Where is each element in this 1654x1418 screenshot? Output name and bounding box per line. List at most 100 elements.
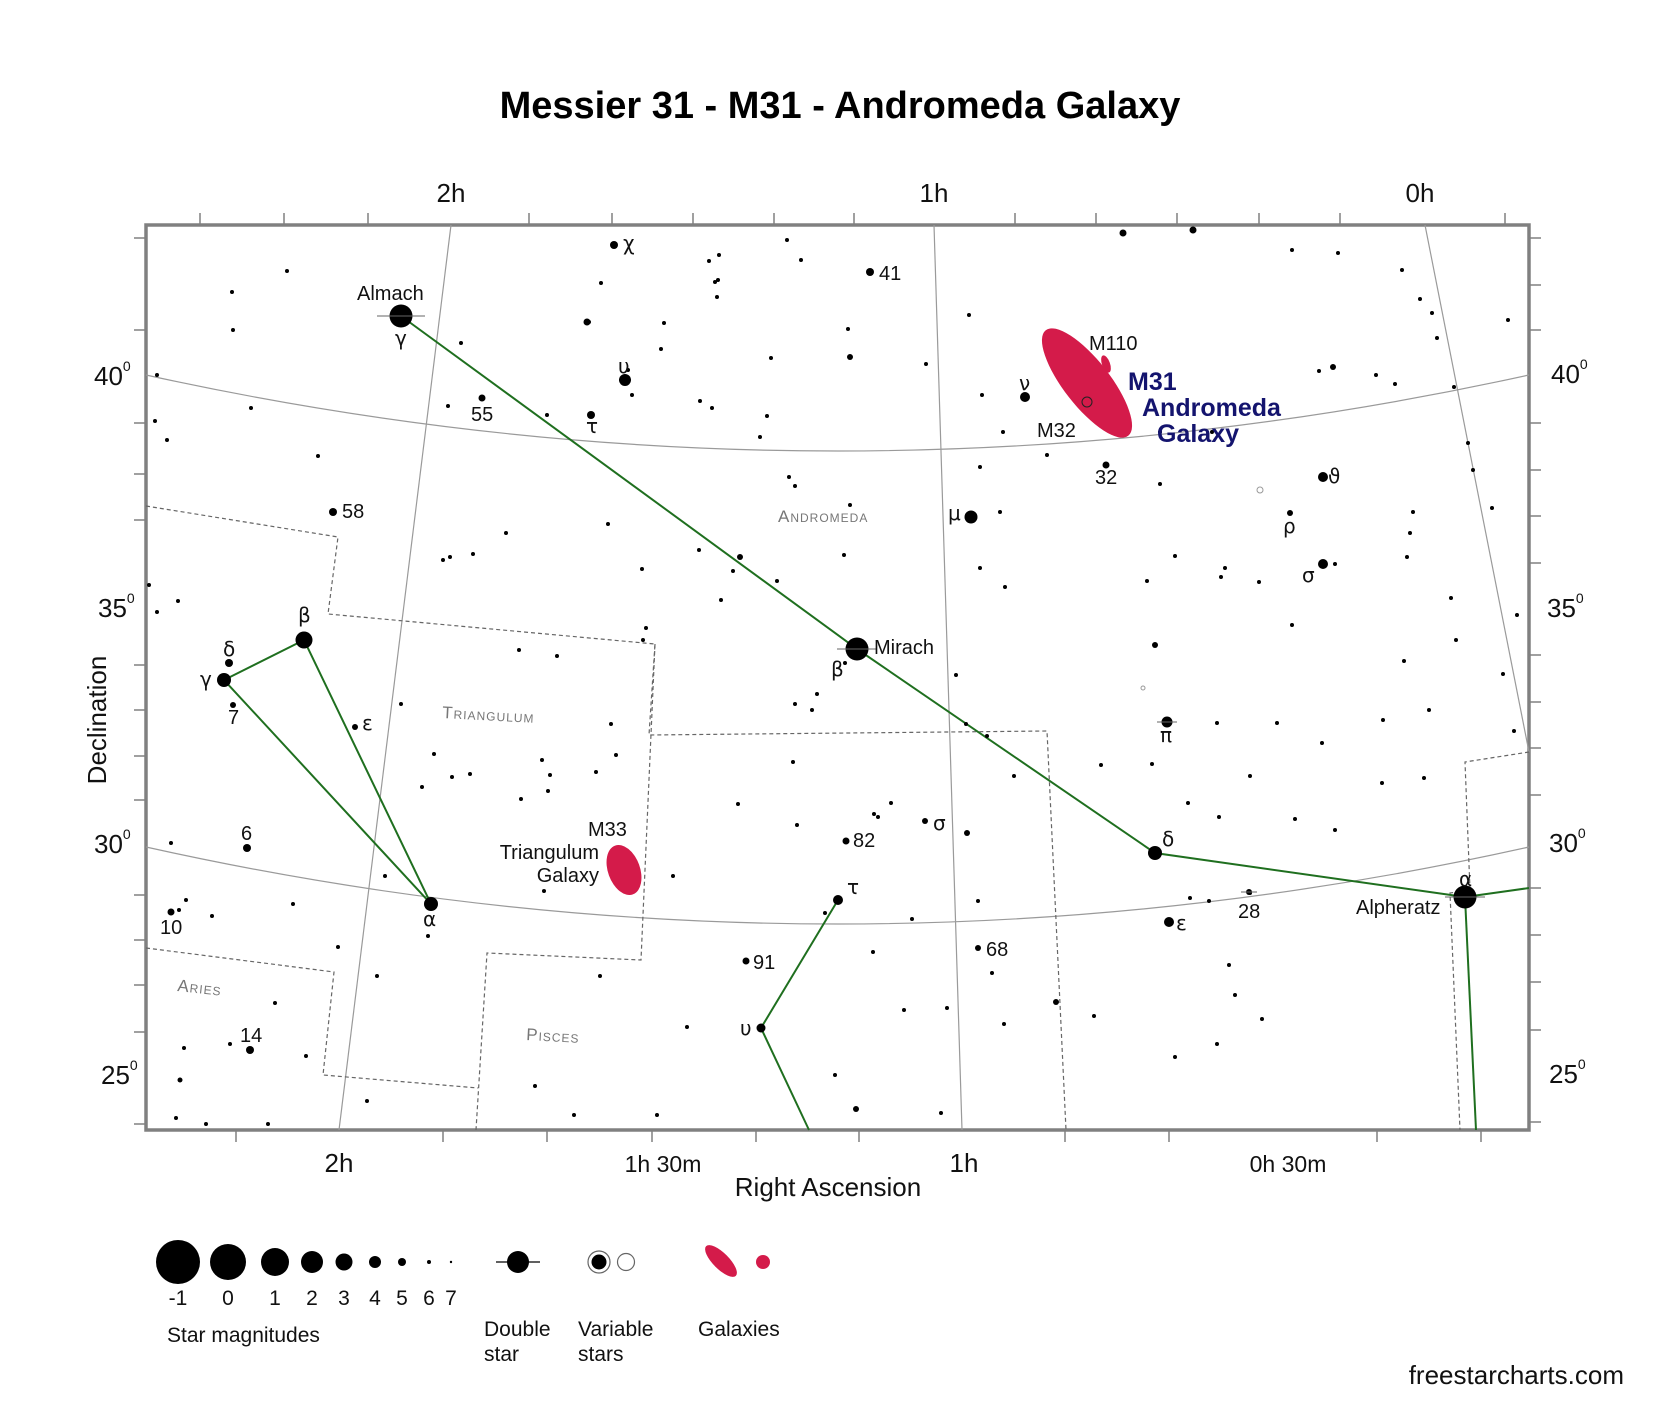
star-dot [964,830,970,836]
star-dot [1506,318,1510,322]
star-dot [1374,373,1378,377]
star-dot [587,320,591,324]
andromeda-stick-figure [400,315,1466,898]
star-dot [1158,430,1162,434]
star-dot [169,841,173,845]
dec-30-line [145,846,1530,925]
star-dot [785,238,789,242]
star-dot [978,566,982,570]
star-dot [1466,441,1470,445]
star-dot [1233,993,1237,997]
star-dot [546,789,550,793]
star-dot [715,295,719,299]
frame-ticks [134,213,1541,1142]
star-dot [594,770,598,774]
star-dot [450,775,454,779]
star-dot [424,897,438,911]
star-dot [655,1113,659,1117]
star-dot [210,914,214,918]
star-dot [1411,510,1415,514]
star-dot [182,1046,186,1050]
dec-left-label-35: 350 [98,590,135,623]
star-dot [542,889,546,893]
star-dot [230,290,234,294]
star-dot [1405,555,1409,559]
star-dot [336,945,340,949]
star-dot [609,722,613,726]
star-dot [954,673,958,677]
star-dot [478,394,486,402]
dec-left-label-25: 250 [101,1057,138,1090]
star-label-41-and: 41 [879,263,901,285]
star-dot [1119,229,1127,237]
star-dot [1427,708,1431,712]
legend-double-star-label-2: star [484,1343,519,1366]
star-dot [1422,776,1426,780]
star-label-alpha-tri: α [423,907,436,931]
m32-label: M32 [1037,420,1076,442]
pisces-andromeda-east-boundary [1449,751,1530,1131]
star-dot [1290,623,1294,627]
star-dot [713,280,717,284]
galaxies [606,328,1133,896]
star-dot [795,823,799,827]
star-dot [1333,828,1337,832]
svg-text:1: 1 [269,1287,281,1310]
star-dot [985,734,989,738]
star-dot [685,1025,689,1029]
star-label-beta-and: β [831,657,844,681]
star-dot [1148,846,1162,860]
legend-double-star-label-1: Double [484,1318,551,1341]
chart-title: Messier 31 - M31 - Andromeda Galaxy [500,85,1181,127]
star-dot [420,785,424,789]
star-dot [459,341,463,345]
pisces-stick-figure [759,899,839,1131]
star-dot [1490,506,1494,510]
star-dot [1515,613,1519,617]
svg-text:5: 5 [396,1287,408,1310]
m33-name-line1: Triangulum [500,842,599,864]
star-dot [1320,741,1324,745]
star-dot [1186,801,1190,805]
star-dot [847,354,853,360]
star-dot [842,553,846,557]
star-label-epsilon-tri: ε [362,711,373,735]
star-dot [742,957,750,965]
star-dot [640,567,644,571]
star-dot [217,673,231,687]
star-dot [731,569,735,573]
star-dot [1215,721,1219,725]
star-dot [610,241,618,249]
star-dot [843,661,847,665]
variable-star-ring [1140,685,1146,691]
star-label-chi-and: χ [623,231,635,255]
star-name-almach: Almach [357,283,424,305]
star-label-rho-and: ρ [1283,514,1296,538]
star-dot [990,971,994,975]
star-dot [1164,917,1174,927]
star-dot [662,321,666,325]
star-dot [853,1106,859,1112]
constellation-name-triangulum: Triangulum [442,703,535,727]
star-dot [964,510,978,524]
star-dot [630,393,634,397]
star-dot [1210,430,1214,434]
constellation-name-aries: Aries [177,976,223,1000]
star-label-theta-and: ϑ [1328,464,1340,488]
star-dot [399,702,403,706]
star-dot [619,374,631,386]
star-dot [1012,774,1016,778]
star-dot [572,1113,576,1117]
legend-magnitude-dots [156,1240,453,1284]
star-dot [1418,297,1422,301]
star-dot [1257,580,1261,584]
star-dot [1317,369,1321,373]
star-dot [1380,781,1384,785]
star-dot [184,898,188,902]
star-dot [606,522,610,526]
star-dot [976,899,980,903]
star-dot [815,692,819,696]
star-dot [998,510,1002,514]
star-dot [519,797,523,801]
